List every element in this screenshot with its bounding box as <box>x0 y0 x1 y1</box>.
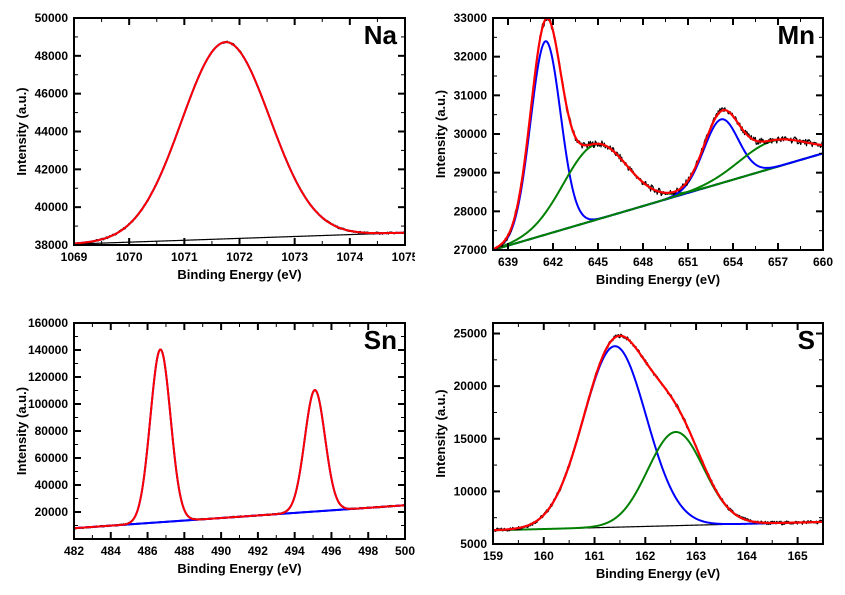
y-axis-label: Intensity (a.u.) <box>14 87 29 175</box>
xtick-label: 1075 <box>392 250 415 264</box>
element-label: Mn <box>777 20 815 50</box>
xtick-label: 660 <box>813 255 833 269</box>
fit-line <box>74 350 405 529</box>
component-comp2 <box>493 144 823 249</box>
ytick-label: 28000 <box>454 204 488 218</box>
xtick-label: 494 <box>285 544 305 558</box>
xtick-label: 1072 <box>226 250 253 264</box>
ytick-label: 20000 <box>35 505 69 519</box>
ytick-label: 40000 <box>35 200 69 214</box>
chart-svg: 639 642 645 648 651 654 657 660 27000 28000 29000 3… <box>431 8 833 296</box>
ytick-label: 30000 <box>454 127 488 141</box>
ytick-label: 20000 <box>454 379 488 393</box>
xtick-label: 498 <box>358 544 378 558</box>
xtick-label: 159 <box>483 549 503 563</box>
element-label: Na <box>364 20 398 50</box>
ytick-label: 32000 <box>454 50 488 64</box>
xtick-label: 484 <box>101 544 121 558</box>
component-comp1 <box>493 41 823 249</box>
xtick-label: 657 <box>768 255 788 269</box>
ytick-label: 100000 <box>28 397 68 411</box>
xtick-label: 162 <box>635 549 655 563</box>
fit-line <box>493 18 823 249</box>
ytick-label: 33000 <box>454 11 488 25</box>
xtick-label: 482 <box>64 544 84 558</box>
xtick-label: 161 <box>585 549 605 563</box>
panel-na: 1069 1070 1071 1072 1073 1074 1075 38000 40000 42… <box>12 8 415 301</box>
component-comp1 <box>74 350 405 529</box>
component-comp4 <box>493 139 823 250</box>
chart-svg: 482 484 486 488 490 492 494 496 498 500 20000 40000… <box>12 313 415 585</box>
xtick-label: 164 <box>737 549 757 563</box>
plot-border <box>493 323 823 544</box>
xtick-label: 1070 <box>116 250 143 264</box>
xtick-label: 500 <box>395 544 415 558</box>
xtick-label: 642 <box>543 255 563 269</box>
xtick-label: 486 <box>138 544 158 558</box>
ytick-label: 25000 <box>454 327 488 341</box>
xtick-label: 163 <box>686 549 706 563</box>
ytick-label: 15000 <box>454 432 488 446</box>
element-label: S <box>798 325 815 355</box>
ytick-label: 5000 <box>460 537 487 551</box>
ytick-label: 31000 <box>454 88 488 102</box>
panel-s: 159 160 161 162 163 164 165 5000 10000 15000 20000… <box>431 313 833 595</box>
y-axis-label: Intensity (a.u.) <box>14 387 29 475</box>
raw-line <box>74 349 405 529</box>
ytick-label: 46000 <box>35 87 69 101</box>
ytick-label: 38000 <box>35 238 69 252</box>
fit-line <box>493 336 823 530</box>
fit-line <box>74 42 405 243</box>
ytick-label: 120000 <box>28 370 68 384</box>
ytick-label: 29000 <box>454 166 488 180</box>
ytick-label: 160000 <box>28 316 68 330</box>
xtick-label: 488 <box>174 544 194 558</box>
chart-svg: 1069 1070 1071 1072 1073 1074 1075 38000 40000 42… <box>12 8 415 291</box>
plot-border <box>74 323 405 539</box>
xtick-label: 648 <box>633 255 653 269</box>
element-label: Sn <box>364 325 397 355</box>
panel-grid: 1069 1070 1071 1072 1073 1074 1075 38000 40000 42… <box>0 0 845 591</box>
ytick-label: 10000 <box>454 484 488 498</box>
ytick-label: 60000 <box>35 451 69 465</box>
xtick-label: 1073 <box>281 250 308 264</box>
ytick-label: 50000 <box>35 11 69 25</box>
component-comp2 <box>74 390 405 528</box>
xtick-label: 639 <box>498 255 518 269</box>
ytick-label: 42000 <box>35 162 69 176</box>
y-axis-label: Intensity (a.u.) <box>433 389 448 477</box>
xtick-label: 1071 <box>171 250 198 264</box>
xtick-label: 160 <box>534 549 554 563</box>
xtick-label: 496 <box>321 544 341 558</box>
panel-mn: 639 642 645 648 651 654 657 660 27000 28000 29000 3… <box>431 8 833 301</box>
x-axis-label: Binding Energy (eV) <box>596 566 720 581</box>
xtick-label: 1069 <box>61 250 88 264</box>
x-axis-label: Binding Energy (eV) <box>596 272 720 287</box>
xtick-label: 645 <box>588 255 608 269</box>
ytick-label: 140000 <box>28 343 68 357</box>
ytick-label: 44000 <box>35 125 69 139</box>
ytick-label: 48000 <box>35 49 69 63</box>
chart-svg: 159 160 161 162 163 164 165 5000 10000 15000 20000… <box>431 313 833 590</box>
figure-root: 1069 1070 1071 1072 1073 1074 1075 38000 40000 42… <box>0 0 845 591</box>
xtick-label: 651 <box>678 255 698 269</box>
y-axis-label: Intensity (a.u.) <box>433 90 448 178</box>
raw-line <box>74 41 405 244</box>
xtick-label: 165 <box>788 549 808 563</box>
xtick-label: 654 <box>723 255 743 269</box>
ytick-label: 27000 <box>454 243 488 257</box>
ytick-label: 80000 <box>35 424 69 438</box>
raw-line <box>493 334 823 531</box>
xtick-label: 1074 <box>336 250 363 264</box>
x-axis-label: Binding Energy (eV) <box>177 561 301 576</box>
component-comp1 <box>493 346 823 530</box>
xtick-label: 492 <box>248 544 268 558</box>
xtick-label: 490 <box>211 544 231 558</box>
x-axis-label: Binding Energy (eV) <box>177 267 301 282</box>
component-comp1 <box>74 42 405 243</box>
panel-sn: 482 484 486 488 490 492 494 496 498 500 20000 40000… <box>12 313 415 595</box>
ytick-label: 40000 <box>35 478 69 492</box>
